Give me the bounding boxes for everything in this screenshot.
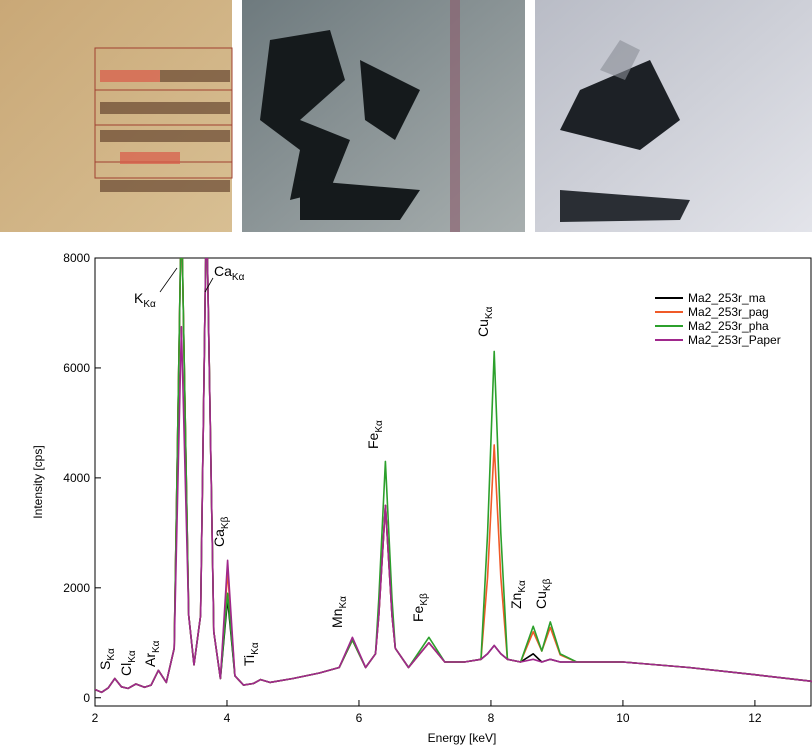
photo-manuscript bbox=[0, 0, 232, 232]
peak-element: Ca bbox=[211, 529, 227, 547]
peak-line: Kα bbox=[338, 596, 349, 609]
peak-line: Kβ bbox=[220, 516, 231, 529]
y-axis-label: Intensity [cps] bbox=[31, 445, 45, 518]
peak-line: Kα bbox=[484, 306, 495, 319]
legend-label: Ma2_253r_ma bbox=[688, 291, 766, 305]
peak-line: Kα bbox=[250, 642, 261, 655]
peak-element: Fe bbox=[365, 432, 381, 449]
peak-line: Kα bbox=[127, 650, 138, 663]
peak-line: Kβ bbox=[419, 593, 430, 606]
peak-element: Zn bbox=[508, 593, 524, 609]
peak-line: Kα bbox=[151, 640, 162, 653]
y-tick-label: 4000 bbox=[63, 471, 90, 485]
page: {"chart_data": {"type": "line", "xlabel"… bbox=[0, 0, 812, 750]
legend-label: Ma2_253r_Paper bbox=[688, 333, 781, 347]
y-tick-label: 0 bbox=[83, 691, 90, 705]
chart: Energy [keV] Intensity [cps] 0 2000 4000 60… bbox=[31, 203, 812, 745]
figure: Energy [keV] Intensity [cps] 0 2000 4000 60… bbox=[0, 0, 812, 750]
x-tick-label: 8 bbox=[488, 711, 495, 725]
peak-element: Ar bbox=[142, 653, 158, 667]
peak-line: Kα bbox=[232, 272, 245, 283]
peak-element: Cu bbox=[533, 591, 549, 609]
photo-detail-color bbox=[242, 0, 525, 232]
peak-element: Fe bbox=[410, 605, 426, 622]
x-tick-label: 12 bbox=[748, 711, 762, 725]
peak-line: Kα bbox=[517, 580, 528, 593]
y-tick-label: 8000 bbox=[63, 251, 90, 265]
y-tick-label: 6000 bbox=[63, 361, 90, 375]
peak-element: Mn bbox=[329, 609, 345, 628]
peak-element: Cu bbox=[475, 319, 491, 337]
legend-label: Ma2_253r_pag bbox=[688, 305, 769, 319]
x-tick-label: 4 bbox=[224, 711, 231, 725]
x-tick-label: 10 bbox=[616, 711, 630, 725]
x-tick-label: 2 bbox=[92, 711, 99, 725]
y-tick-label: 2000 bbox=[63, 581, 90, 595]
peak-line: Kβ bbox=[542, 578, 553, 591]
peak-element: S bbox=[97, 661, 113, 670]
x-tick-label: 6 bbox=[356, 711, 363, 725]
peak-line: Kα bbox=[106, 648, 117, 661]
peak-line: Kα bbox=[143, 299, 156, 310]
x-axis-label: Energy [keV] bbox=[428, 731, 497, 745]
peak-element: Cl bbox=[118, 663, 134, 676]
peak-element: Ti bbox=[241, 655, 257, 666]
legend-label: Ma2_253r_pha bbox=[688, 319, 769, 333]
photo-detail-ir bbox=[535, 0, 812, 232]
peak-element: Ca bbox=[214, 263, 232, 279]
peak-line: Kα bbox=[374, 420, 385, 433]
